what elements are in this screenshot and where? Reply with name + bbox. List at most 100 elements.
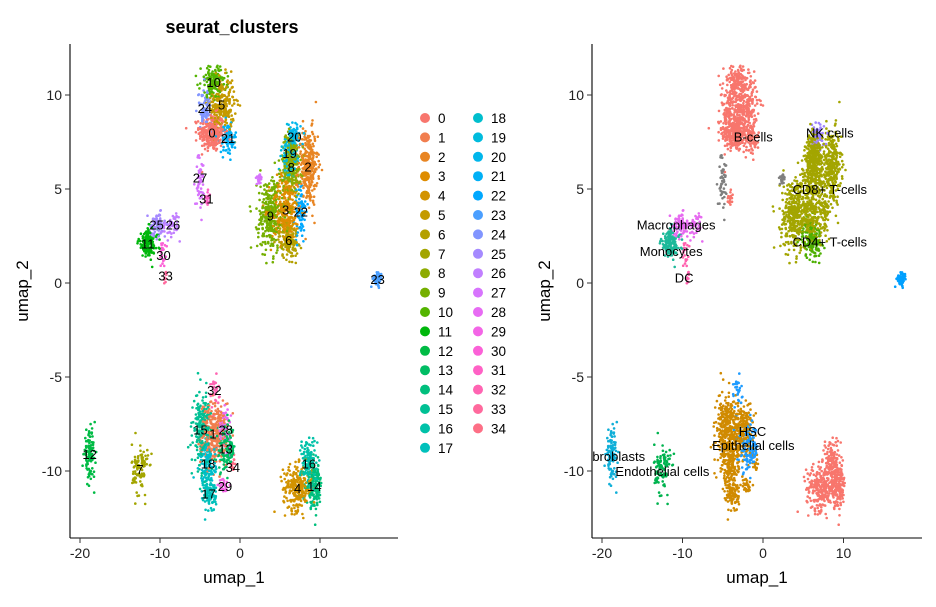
data-point	[316, 474, 319, 477]
data-point	[215, 400, 218, 403]
data-point	[208, 501, 211, 504]
data-point	[293, 513, 296, 516]
data-point	[291, 199, 294, 202]
data-point	[189, 444, 192, 447]
data-point	[196, 449, 199, 452]
data-point	[311, 119, 314, 122]
data-point	[207, 65, 210, 68]
data-point	[310, 146, 313, 149]
data-point	[200, 413, 203, 416]
data-point	[303, 498, 306, 501]
data-point	[199, 82, 202, 85]
data-point	[297, 509, 300, 512]
cluster-label: 20	[287, 129, 301, 144]
cluster-label: 16	[302, 457, 316, 472]
data-point	[298, 458, 301, 461]
data-point	[149, 464, 152, 467]
cluster-label: 17	[201, 487, 215, 502]
cluster-label: 13	[218, 441, 232, 456]
data-point	[198, 391, 201, 394]
data-point	[217, 401, 220, 404]
data-point	[299, 186, 302, 189]
data-point	[305, 196, 308, 199]
data-point	[288, 480, 291, 483]
data-point	[175, 212, 178, 215]
cluster-label: 10	[206, 75, 220, 90]
data-point	[231, 86, 234, 89]
data-point	[283, 165, 286, 168]
data-point	[299, 150, 302, 153]
data-point	[274, 233, 277, 236]
data-point	[223, 83, 226, 86]
data-point	[270, 201, 273, 204]
data-point	[225, 85, 228, 88]
data-point	[86, 440, 89, 443]
data-point	[263, 188, 266, 191]
data-point	[139, 480, 142, 483]
data-point	[285, 497, 288, 500]
data-point	[276, 247, 279, 250]
data-point	[780, 232, 783, 235]
data-point	[196, 186, 199, 189]
data-point	[164, 235, 167, 238]
data-point	[282, 248, 285, 251]
y-tick-label: -10	[42, 463, 62, 479]
data-point	[233, 99, 236, 102]
data-point	[284, 169, 287, 172]
data-point	[268, 234, 271, 237]
data-point	[308, 152, 311, 155]
data-point	[309, 507, 312, 510]
data-point	[304, 477, 307, 480]
data-point	[233, 90, 236, 93]
data-point	[287, 224, 290, 227]
data-point	[136, 242, 139, 245]
data-point	[206, 67, 209, 70]
data-point	[202, 396, 205, 399]
data-point	[134, 432, 137, 435]
data-point	[210, 507, 213, 510]
data-point	[302, 240, 305, 243]
cluster-label: 34	[226, 460, 240, 475]
data-point	[278, 196, 281, 199]
cluster-label: 8	[288, 160, 295, 175]
data-point	[281, 194, 284, 197]
data-point	[265, 235, 268, 238]
data-point	[311, 149, 314, 152]
data-point	[144, 494, 147, 497]
data-point	[276, 173, 279, 176]
data-point	[91, 441, 94, 444]
data-point	[87, 476, 90, 479]
data-point	[249, 205, 252, 208]
data-point	[301, 490, 304, 493]
data-point	[213, 446, 216, 449]
data-point	[230, 70, 233, 73]
data-point	[818, 262, 821, 265]
data-point	[201, 120, 204, 123]
data-point	[224, 68, 227, 71]
data-point	[231, 104, 234, 107]
data-point	[213, 147, 216, 150]
data-point	[290, 483, 293, 486]
data-point	[316, 182, 319, 185]
data-point	[139, 450, 142, 453]
data-point	[200, 477, 203, 480]
data-point	[278, 159, 281, 162]
data-point	[220, 411, 223, 414]
data-point	[299, 173, 302, 176]
data-point	[281, 246, 284, 249]
data-point	[300, 440, 303, 443]
data-point	[203, 449, 206, 452]
x-tick-label: -10	[150, 545, 170, 561]
data-point	[265, 191, 268, 194]
data-point	[201, 472, 204, 475]
data-point	[228, 149, 231, 152]
data-point	[272, 230, 275, 233]
data-point	[304, 174, 307, 177]
data-point	[311, 494, 314, 497]
data-point	[226, 414, 229, 417]
data-point	[300, 193, 303, 196]
data-point	[228, 94, 231, 97]
data-point	[311, 475, 314, 478]
data-point	[273, 180, 276, 183]
